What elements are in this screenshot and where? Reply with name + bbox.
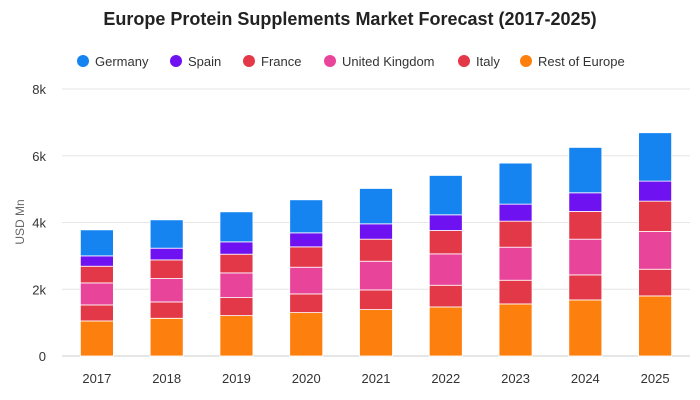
bar-segment [79,320,114,357]
legend-marker [243,55,255,67]
y-tick-label: 0 [39,349,46,364]
bar-segment [568,211,603,240]
bar-segment [428,214,463,231]
legend-label: Germany [95,54,149,69]
bar-segment [219,272,254,298]
bar-segment [359,289,393,311]
bar-segment [498,220,533,248]
bar-segment [289,199,324,234]
bar-segment [289,246,324,268]
bar-segment [568,274,603,301]
bar-segment [289,312,324,357]
x-tick-label: 2017 [82,371,111,386]
bar-segment [568,238,603,276]
x-tick-label: 2018 [152,371,181,386]
bar-segment [79,304,114,322]
bar-segment [638,200,673,232]
bar-segment [498,162,533,205]
x-tick-label: 2025 [641,371,670,386]
x-tick-label: 2022 [431,371,460,386]
bar-segment [219,253,254,274]
x-tick-label: 2021 [362,371,391,386]
bar-segment [289,266,324,295]
bar-segment [428,284,463,308]
bar-segment [428,253,463,286]
bar-segment [219,297,254,317]
bars [79,132,673,357]
bar-segment [498,279,533,305]
legend-label: France [261,54,301,69]
bar-segment [79,229,114,257]
y-tick-label: 4k [32,216,46,231]
bar-segment [568,147,603,194]
bar-segment [498,203,533,222]
bar-segment [359,188,393,225]
bar-segment [149,259,184,279]
legend-label: Spain [188,54,221,69]
bar-segment [219,211,254,243]
bar-segment [219,241,254,255]
bar-segment [149,301,184,319]
legend-marker [520,55,532,67]
legend-label: Rest of Europe [538,54,625,69]
x-tick-label: 2020 [292,371,321,386]
bar-segment [638,268,673,297]
bar-segment [638,180,673,202]
legend: Germany Spain France United Kingdom Italy Res… [77,54,625,69]
legend-marker [458,55,470,67]
bar-segment [359,260,393,291]
bar-segment [428,175,463,216]
bar-segment [568,192,603,212]
x-tick-label: 2023 [501,371,530,386]
bar-segment [498,246,533,281]
y-tick-label: 2k [32,282,46,297]
y-tick-label: 8k [32,82,46,97]
bar-segment [149,317,184,357]
legend-marker [77,55,89,67]
bar-segment [498,303,533,357]
bar-segment [149,278,184,303]
legend-marker [170,55,182,67]
bar-segment [149,219,184,249]
bar-segment [638,231,673,270]
bar-segment [289,293,324,314]
bar-segment [79,282,114,306]
bar-segment [79,255,114,267]
bar-segment [219,315,254,357]
bar-segment [428,230,463,255]
legend-marker [324,55,336,67]
x-tick-label: 2019 [222,371,251,386]
y-axis-label: USD Mn [13,199,27,244]
y-tick-label: 6k [32,149,46,164]
bar-segment [289,232,324,248]
bar-segment [149,247,184,261]
legend-label: Italy [476,54,500,69]
x-axis-ticks: 2017 2018 2019 2020 2021 2022 2023 2024 2025 [82,371,669,386]
chart-title: Europe Protein Supplements Market Foreca… [103,9,596,29]
bar-segment [359,238,393,262]
legend-label: United Kingdom [342,54,435,69]
bar-segment [638,132,673,182]
bar-segment [79,265,114,284]
bar-segment [428,306,463,357]
bar-segment [638,295,673,357]
bar-segment [359,223,393,240]
bar-segment [359,309,393,357]
y-axis-ticks: 0 2k 4k 6k 8k [32,82,46,364]
bar-segment [568,299,603,357]
x-tick-label: 2024 [571,371,600,386]
